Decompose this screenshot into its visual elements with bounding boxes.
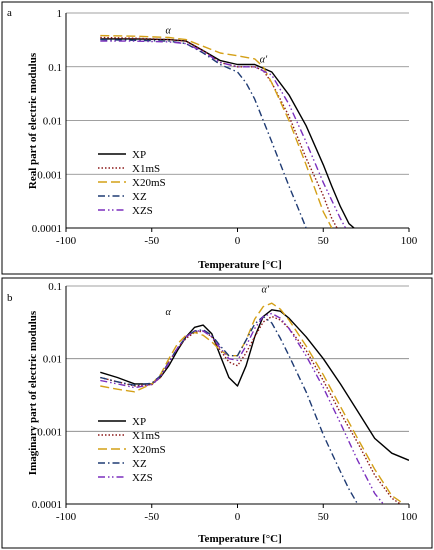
x-tick-label: 50 xyxy=(318,235,330,247)
y-tick-label: 0.001 xyxy=(37,169,62,181)
legend-label-x20ms: X20mS xyxy=(132,444,166,456)
panel-b-x-axis-title: Temperature [°C] xyxy=(198,533,282,545)
series-line-x1ms xyxy=(100,36,338,228)
panel-a-frame xyxy=(1,1,433,275)
panel-a-y-axis-title: Real part of electric modulus xyxy=(27,52,39,189)
series-line-xz xyxy=(100,315,359,504)
annotation-label: α xyxy=(165,307,171,318)
legend-label-xz: XZ xyxy=(132,458,147,470)
x-tick-label: 0 xyxy=(235,235,241,247)
x-tick-label: 100 xyxy=(401,235,418,247)
series-line-x20ms xyxy=(100,34,333,228)
x-tick-label: 100 xyxy=(401,511,418,523)
panel-a-annotations: α α' xyxy=(165,25,268,65)
x-tick-label: -100 xyxy=(56,511,77,523)
y-tick-label: 0.1 xyxy=(48,62,62,74)
legend-label-x20ms: X20mS xyxy=(132,177,166,189)
y-tick-label: 1 xyxy=(57,8,63,20)
series-line-xzs xyxy=(100,312,384,504)
panel-a-series xyxy=(100,34,355,228)
panel-a-y-ticks: 0.0001 0.001 0.01 0.1 1 xyxy=(32,8,62,235)
panel-b-series xyxy=(100,302,409,504)
panel-a-x-ticks: -100 -50 0 50 100 xyxy=(56,228,418,247)
y-tick-label: 0.0001 xyxy=(32,223,62,235)
panel-a-legend: XP X1mS X20mS XZ XZS xyxy=(98,149,166,217)
panel-b-y-ticks: 0.0001 0.001 0.01 0.1 xyxy=(32,281,62,511)
panel-b-annotations: α α' xyxy=(165,284,269,318)
panel-b-y-axis-title: Imaginary part of electric modulus xyxy=(27,310,39,475)
legend-label-xp: XP xyxy=(132,149,146,161)
y-tick-label: 0.001 xyxy=(37,426,62,438)
annotation-label: α' xyxy=(260,54,268,65)
x-tick-label: 50 xyxy=(318,511,330,523)
legend-label-xzs: XZS xyxy=(132,472,153,484)
annotation-label: α' xyxy=(262,284,270,295)
y-tick-label: 0.01 xyxy=(43,116,62,128)
panel-b: b 0.0001 0.001 0.01 0.1 -100 -50 0 50 100 α α' T… xyxy=(1,277,433,549)
panel-a-tag: a xyxy=(7,7,12,19)
series-line-xz xyxy=(100,38,307,228)
legend-label-xp: XP xyxy=(132,416,146,428)
x-tick-label: -50 xyxy=(144,235,159,247)
legend-label-x1ms: X1mS xyxy=(132,163,160,175)
y-tick-label: 0.1 xyxy=(48,281,62,293)
legend-label-xz: XZ xyxy=(132,191,147,203)
x-tick-label: 0 xyxy=(235,511,241,523)
x-tick-label: -50 xyxy=(144,511,159,523)
annotation-label: α xyxy=(165,25,171,36)
panel-b-frame xyxy=(1,277,433,549)
series-line-xzs xyxy=(100,40,347,228)
legend-label-x1ms: X1mS xyxy=(132,430,160,442)
panel-b-legend: XP X1mS X20mS XZ XZS xyxy=(98,416,166,484)
x-tick-label: -100 xyxy=(56,235,77,247)
legend-label-xzs: XZS xyxy=(132,205,153,217)
y-tick-label: 0.0001 xyxy=(32,499,62,511)
y-tick-label: 0.01 xyxy=(43,354,62,366)
series-line-xp xyxy=(100,309,409,461)
panel-a-x-axis-title: Temperature [°C] xyxy=(198,259,282,271)
panel-b-x-ticks: -100 -50 0 50 100 xyxy=(56,504,418,523)
panel-b-tag: b xyxy=(7,292,13,304)
